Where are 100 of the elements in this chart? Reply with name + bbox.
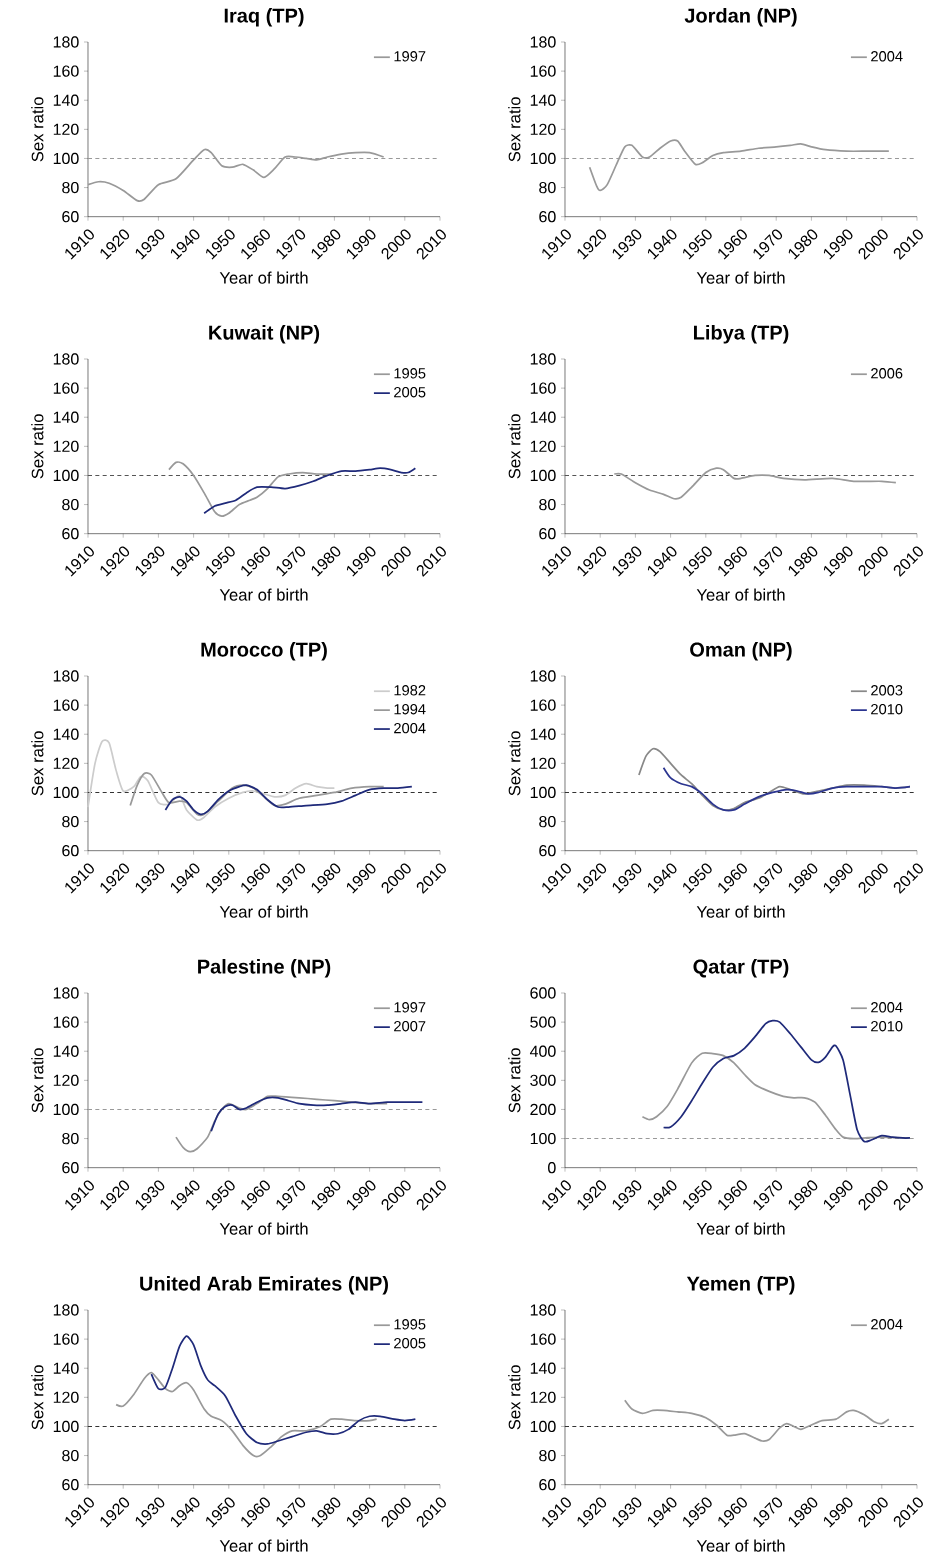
line-series [115,1371,378,1458]
chart-title: Yemen (TP) [686,1275,795,1295]
y-tick-label: 140 [530,94,556,106]
y-tick-label: 400 [529,1045,556,1057]
y-axis-title: Sex ratio [31,414,44,479]
y-tick-label: 60 [62,211,79,223]
chart-title: Palestine (NP) [197,958,331,978]
y-tick-label: 100 [53,1103,79,1116]
line-series [164,784,413,816]
legend-label: 2005 [393,387,426,398]
y-tick-label: 80 [62,498,79,511]
y-tick-label: 140 [53,728,79,740]
chart-title: Morocco (TP) [201,641,327,661]
y-tick-label: 80 [62,181,79,194]
line-series [613,467,897,500]
y-tick-label: 100 [530,152,556,165]
x-axis-title: Year of birth [219,588,308,601]
chart-title: Libya (TP) [693,324,789,344]
y-tick-label: 180 [53,1304,79,1316]
y-tick-label: 140 [53,1362,79,1374]
y-tick-label: 200 [530,1103,556,1116]
x-axis-title: Year of birth [696,1539,785,1552]
y-tick-label: 180 [530,1304,556,1316]
y-tick-label: 140 [530,1362,556,1374]
y-tick-label: 60 [539,211,556,223]
legend-label: 2004 [870,1002,903,1013]
x-axis-title: Year of birth [219,905,308,918]
y-tick-label: 140 [530,728,556,740]
y-tick-label: 60 [62,1479,79,1491]
legend-label: 2004 [870,1319,903,1330]
y-tick-label: 100 [530,1420,556,1433]
y-tick-label: 140 [53,411,79,423]
y-tick-label: 160 [530,699,556,711]
y-tick-label: 120 [530,757,556,769]
x-axis-title: Year of birth [219,1539,308,1552]
x-axis-title: Year of birth [696,271,785,284]
chart-title: Qatar (TP) [693,958,789,978]
y-tick-label: 0 [547,1162,556,1174]
y-tick-label: 80 [539,1449,556,1462]
y-tick-label: 100 [53,1420,79,1433]
y-tick-label: 180 [530,36,556,48]
y-tick-label: 300 [530,1074,556,1086]
y-tick-label: 60 [539,1479,556,1491]
y-tick-label: 100 [530,1132,556,1145]
y-tick-label: 100 [53,152,79,165]
y-axis-title: Sex ratio [508,414,521,479]
legend-label: 1995 [394,1319,426,1330]
y-axis-title: Sex ratio [31,731,44,796]
y-tick-label: 180 [53,36,79,48]
y-tick-label: 60 [539,845,556,857]
chart-title: Oman (NP) [690,641,792,661]
y-tick-label: 120 [53,757,79,769]
y-tick-label: 60 [62,528,79,540]
y-tick-label: 100 [53,469,79,482]
y-axis-title: Sex ratio [31,97,44,162]
y-tick-label: 120 [530,123,556,135]
y-tick-label: 120 [53,1391,79,1403]
legend-label: 1994 [394,704,426,715]
y-axis-title: Sex ratio [508,731,521,796]
legend-label: 2004 [870,51,903,62]
x-axis-title: Year of birth [696,905,785,918]
y-tick-label: 120 [53,440,79,452]
x-axis-title: Year of birth [696,1222,785,1235]
legend-label: 1997 [394,1002,426,1013]
y-tick-label: 500 [530,1016,556,1028]
y-axis-title: Sex ratio [508,1365,521,1430]
y-tick-label: 100 [530,469,556,482]
line-series [86,739,336,821]
y-tick-label: 120 [530,440,556,452]
y-tick-label: 80 [62,1132,79,1145]
line-series [662,1019,911,1143]
chart-title: Jordan (NP) [684,7,797,27]
y-tick-label: 160 [530,382,556,394]
y-tick-label: 140 [53,94,79,106]
y-tick-label: 180 [53,987,79,999]
y-tick-label: 80 [62,815,79,828]
legend-label: 1997 [394,51,426,62]
y-tick-label: 160 [530,1333,556,1345]
y-tick-label: 160 [530,65,556,77]
y-tick-label: 160 [53,1016,79,1028]
x-axis-title: Year of birth [696,588,785,601]
y-tick-label: 180 [53,670,79,682]
chart-title: United Arab Emirates (NP) [140,1275,388,1295]
legend-label: 1982 [394,685,426,696]
legend-label: 2004 [393,722,426,734]
y-axis-title: Sex ratio [31,1365,44,1430]
y-tick-label: 80 [62,1449,79,1462]
y-tick-label: 180 [53,353,79,365]
y-tick-label: 180 [530,353,556,365]
y-tick-label: 80 [539,181,556,194]
legend-label: 2005 [393,1338,426,1349]
y-axis-title: Sex ratio [508,97,521,162]
y-tick-label: 60 [62,845,79,857]
line-series [203,467,417,515]
line-series [623,1399,890,1442]
chart-title: Kuwait (NP) [209,324,319,344]
chart-title: Iraq (TP) [224,7,304,27]
y-tick-label: 160 [53,1333,79,1345]
legend-label: 1995 [394,368,426,379]
y-tick-label: 160 [53,699,79,711]
